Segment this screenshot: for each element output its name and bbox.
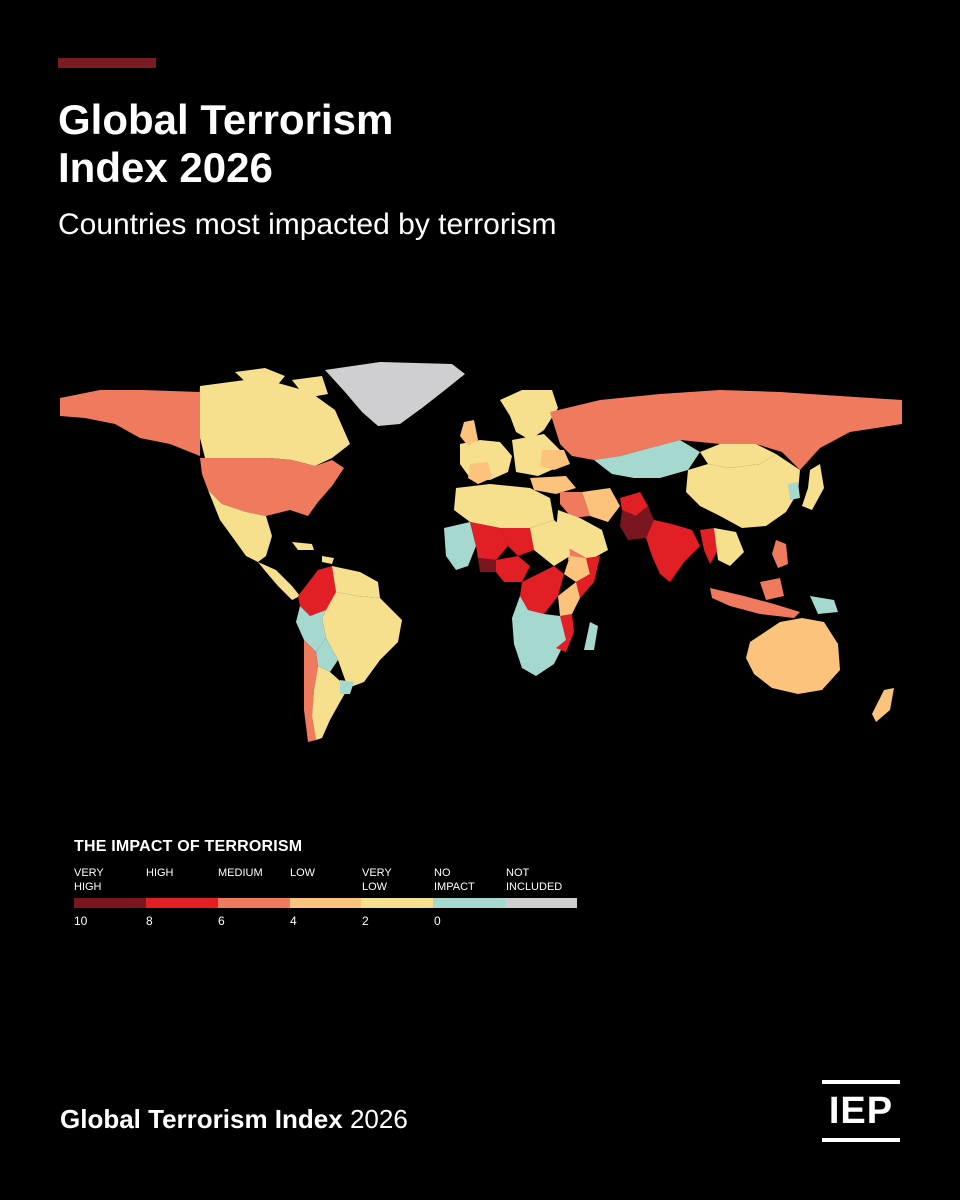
legend-label-very-high-line1: VERY bbox=[74, 867, 104, 879]
region-ethiopia bbox=[564, 556, 590, 582]
legend-label-not-included-line2: INCLUDED bbox=[506, 881, 563, 893]
region-korea bbox=[788, 482, 800, 500]
region-chad-sudan bbox=[530, 520, 570, 566]
region-philippines bbox=[772, 540, 788, 568]
region-canada-islands bbox=[235, 368, 328, 398]
logo-text: IEP bbox=[828, 1090, 894, 1132]
legend-tick-2: 2 bbox=[362, 914, 369, 928]
region-indonesia bbox=[710, 578, 800, 618]
region-uk bbox=[460, 420, 478, 446]
legend-labels: VERY HIGH HIGH MEDIUM LOW VERY LOW NO IM… bbox=[74, 866, 584, 894]
legend-swatch-very-high bbox=[74, 898, 146, 908]
region-kazakhstan bbox=[594, 440, 700, 478]
region-sahel-mali bbox=[470, 522, 508, 560]
legend-color-scale bbox=[74, 898, 578, 908]
iep-logo: IEP bbox=[822, 1080, 900, 1142]
region-turkey bbox=[530, 476, 576, 494]
legend-title: THE IMPACT OF TERRORISM bbox=[74, 838, 303, 855]
region-pakistan bbox=[620, 506, 654, 540]
region-southeast-asia bbox=[714, 528, 744, 566]
legend-label-very-high-line2: HIGH bbox=[74, 881, 102, 893]
region-chile bbox=[304, 640, 318, 742]
region-nigeria bbox=[496, 556, 530, 582]
region-bolivia bbox=[316, 638, 338, 672]
region-drc bbox=[520, 566, 564, 614]
legend-swatch-very-low bbox=[361, 898, 434, 908]
region-peru bbox=[296, 606, 326, 652]
legend-label-no-impact: NO IMPACT bbox=[434, 866, 504, 894]
region-myanmar bbox=[700, 528, 718, 564]
region-alaska bbox=[60, 390, 200, 456]
region-venezuela-guianas bbox=[332, 566, 380, 598]
region-brazil bbox=[322, 592, 402, 688]
region-east-africa bbox=[558, 582, 580, 616]
region-russia bbox=[550, 390, 902, 470]
legend-label-very-low: VERY LOW bbox=[362, 866, 432, 894]
region-canada bbox=[198, 378, 350, 466]
region-colombia bbox=[298, 566, 336, 616]
region-scandinavia bbox=[500, 390, 558, 440]
region-iraq-syria bbox=[560, 492, 590, 518]
region-niger bbox=[500, 528, 534, 556]
region-mozambique bbox=[556, 614, 574, 652]
region-png bbox=[810, 596, 838, 614]
legend-ticks: 10 8 6 4 2 0 bbox=[74, 914, 584, 930]
legend-label-high: HIGH bbox=[146, 867, 174, 879]
legend-tick-6: 6 bbox=[218, 914, 225, 928]
legend-swatch-not-included bbox=[505, 898, 578, 908]
logo-top-line bbox=[822, 1080, 900, 1084]
legend-label-not-included-line1: NOT bbox=[506, 867, 530, 879]
legend-label-very-low-line2: LOW bbox=[362, 881, 388, 893]
region-uruguay bbox=[340, 680, 354, 694]
legend-tick-10: 10 bbox=[74, 914, 88, 928]
page-title: Global Terrorism Index 2026 bbox=[58, 96, 658, 192]
title-line-1: Global Terrorism bbox=[58, 96, 394, 143]
footer-title: Global Terrorism Index 2026 bbox=[60, 1104, 408, 1135]
footer-title-bold: Global Terrorism Index bbox=[60, 1104, 343, 1134]
region-ukraine bbox=[540, 450, 570, 470]
legend-label-not-included: NOT INCLUDED bbox=[506, 866, 576, 894]
region-france bbox=[468, 462, 492, 484]
region-china bbox=[686, 454, 800, 528]
page-subtitle: Countries most impacted by terrorism bbox=[58, 208, 557, 241]
legend: THE IMPACT OF TERRORISM VERY HIGH HIGH M… bbox=[74, 838, 584, 930]
region-iran bbox=[582, 488, 620, 522]
legend-label-medium: MEDIUM bbox=[218, 867, 263, 879]
region-new-zealand bbox=[872, 688, 894, 722]
region-india bbox=[646, 520, 700, 582]
title-line-2: Index 2026 bbox=[58, 144, 273, 191]
region-caribbean bbox=[292, 542, 334, 564]
legend-swatch-low bbox=[289, 898, 362, 908]
region-argentina bbox=[312, 666, 348, 740]
region-afghanistan bbox=[620, 492, 648, 516]
legend-label-very-high: VERY HIGH bbox=[74, 866, 144, 894]
region-mexico bbox=[208, 490, 272, 562]
region-burkina-faso bbox=[478, 558, 496, 572]
region-japan bbox=[802, 464, 824, 510]
region-mongolia bbox=[700, 444, 776, 468]
legend-label-very-low-line1: VERY bbox=[362, 867, 392, 879]
logo-bottom-line bbox=[822, 1138, 900, 1142]
region-central-america bbox=[258, 562, 300, 600]
region-australia bbox=[746, 618, 840, 694]
legend-tick-8: 8 bbox=[146, 914, 153, 928]
region-greenland bbox=[325, 362, 465, 426]
accent-bar bbox=[58, 58, 156, 68]
legend-tick-4: 4 bbox=[290, 914, 297, 928]
legend-swatch-high bbox=[145, 898, 218, 908]
footer-title-year: 2026 bbox=[349, 1104, 408, 1134]
legend-swatch-medium bbox=[217, 898, 290, 908]
legend-swatch-no-impact bbox=[433, 898, 506, 908]
legend-label-no-impact-line1: NO bbox=[434, 867, 451, 879]
world-map bbox=[60, 362, 902, 742]
region-usa bbox=[200, 458, 344, 516]
region-southern-africa bbox=[512, 596, 572, 676]
region-madagascar bbox=[584, 622, 598, 650]
region-north-africa bbox=[454, 484, 554, 528]
legend-tick-0: 0 bbox=[434, 914, 441, 928]
region-west-africa-coast bbox=[444, 522, 476, 570]
legend-label-no-impact-line2: IMPACT bbox=[434, 881, 475, 893]
legend-label-low: LOW bbox=[290, 867, 316, 879]
region-somalia bbox=[576, 556, 600, 598]
